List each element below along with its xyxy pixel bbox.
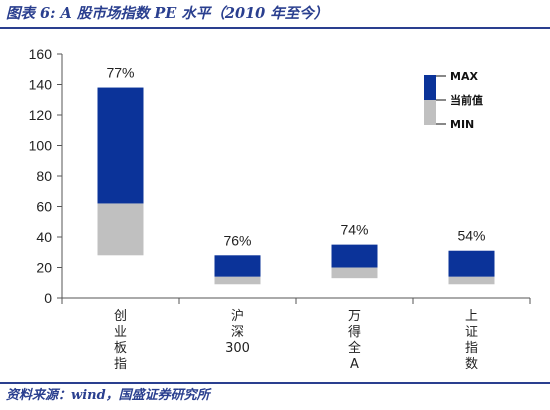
category-label: 万得全 A (348, 309, 361, 372)
category-label: 沪深 300 (225, 308, 250, 356)
bar-lower-3 (331, 267, 378, 279)
y-tick-label: 100 (29, 138, 53, 154)
source-rule (0, 382, 550, 384)
bar-upper-4 (448, 250, 495, 277)
category-label: 上证指数 (465, 309, 478, 372)
bar-lower-1 (97, 203, 144, 256)
data-label: 74% (340, 222, 368, 238)
y-tick-label: 80 (36, 168, 52, 184)
bar-upper-1 (97, 87, 144, 204)
figure-source: 资料来源：wind，国盛证券研究所 (6, 388, 210, 403)
y-tick-label: 120 (29, 107, 53, 123)
y-tick-label: 20 (36, 260, 52, 276)
y-tick-label: 140 (29, 77, 53, 93)
y-tick-label: 60 (36, 199, 52, 215)
legend-swatch-upper (424, 75, 436, 100)
bar-lower-2 (214, 276, 261, 285)
bar-upper-3 (331, 244, 378, 268)
data-label: 54% (457, 228, 485, 244)
legend-min-label: MIN (450, 118, 474, 131)
legend-max-label: MAX (450, 70, 478, 83)
y-tick-label: 40 (36, 229, 52, 245)
bar-lower-4 (448, 276, 495, 285)
y-tick-label: 160 (29, 46, 53, 62)
legend-current-label: 当前值 (450, 93, 483, 107)
figure-title: 图表 6: A 股市场指数 PE 水平（2010 年至今） (6, 5, 329, 22)
legend-swatch-lower (424, 100, 436, 125)
category-label: 创业板指 (114, 309, 127, 372)
data-label: 77% (106, 65, 134, 81)
bar-upper-2 (214, 255, 261, 277)
data-label: 76% (223, 232, 251, 248)
title-rule (0, 27, 550, 29)
y-tick-label: 0 (44, 290, 52, 306)
pe-range-chart: 0 20 40 60 80 100 120 140 160 77% 创业板指 76% 沪深 300 74% 万… (29, 46, 531, 372)
